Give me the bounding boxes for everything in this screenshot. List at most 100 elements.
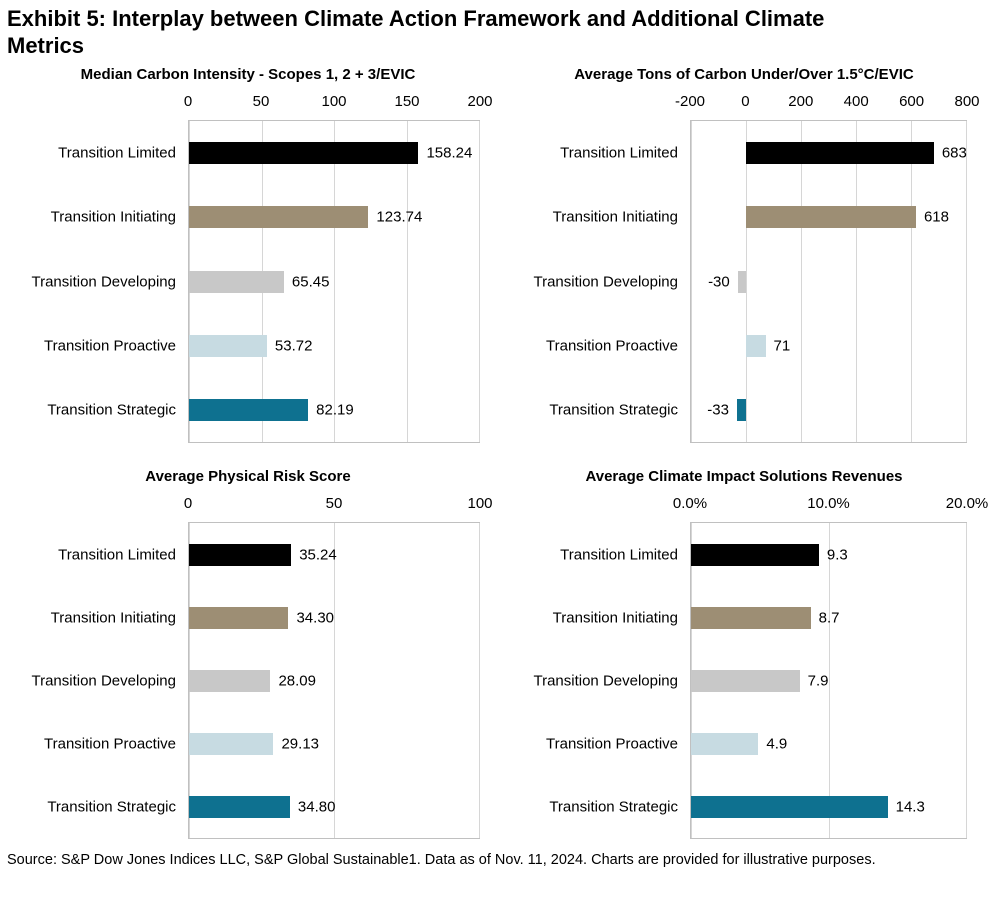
chart-physical-risk-score: Average Physical Risk Score 0 50 100 Trans…: [0, 467, 496, 840]
x-axis-tick-label: 150: [394, 93, 420, 111]
x-axis-tick-label: 0: [183, 495, 193, 513]
plot-column: -200 0 200 400 600 800 Transition Limited 683 T…: [533, 93, 980, 444]
chart-carbon-under-over-1-5c: Average Tons of Carbon Under/Over 1.5°C/…: [496, 65, 992, 444]
gridline: [334, 523, 335, 839]
gridline: [406, 121, 408, 443]
x-axis-ticks: 0.0% 10.0% 20.0%: [673, 495, 988, 514]
bar: [189, 334, 267, 357]
value-label: 71: [773, 337, 791, 355]
bar: [189, 795, 290, 818]
bar-row: Transition Initiating 8.7: [553, 586, 966, 649]
category-label: Transition Proactive: [546, 337, 678, 355]
chart-median-carbon-intensity: Median Carbon Intensity - Scopes 1, 2 + …: [0, 65, 496, 444]
x-axis-tick-label: 20.0%: [945, 495, 989, 513]
bar: [189, 669, 271, 692]
bar-row: Transition Proactive 29.13: [44, 712, 479, 775]
value-label: 34.80: [297, 798, 336, 816]
bar: [189, 543, 292, 566]
x-axis-ticks: -200 0 200 400 600 800: [675, 93, 980, 112]
category-label: Transition Developing: [533, 273, 678, 291]
x-axis-tick-label: -200: [674, 93, 706, 111]
bar-row: Transition Developing 28.09: [31, 649, 479, 712]
x-axis-tick-label: 200: [788, 93, 814, 111]
value-label: 9.3: [826, 546, 848, 564]
page-title: Exhibit 5: Interplay between Climate Act…: [7, 6, 825, 59]
bar-row: Transition Limited 683: [560, 121, 967, 185]
category-label: Transition Strategic: [549, 798, 678, 816]
bar-row: Transition Strategic 34.80: [47, 775, 479, 838]
gridline: [828, 523, 830, 839]
bar: [737, 270, 746, 293]
x-axis-ticks: 0 50 100: [184, 495, 493, 514]
bar-row: Transition Limited 35.24: [58, 523, 479, 586]
bar-row: Transition Proactive 71: [546, 314, 966, 378]
category-label: Transition Limited: [560, 144, 678, 162]
x-axis-tick-label: 0.0%: [672, 495, 708, 513]
category-label: Transition Proactive: [546, 735, 678, 753]
x-axis-tick-label: 100: [321, 93, 347, 111]
bar-row: Transition Strategic 14.3: [549, 775, 966, 838]
bar: [189, 142, 419, 165]
value-label: 4.9: [766, 735, 788, 753]
category-label: Transition Strategic: [47, 401, 176, 419]
chart-title: Average Physical Risk Score: [145, 468, 351, 486]
bar-row: Transition Developing 7.9: [533, 649, 966, 712]
bar-row: Transition Proactive 53.72: [44, 314, 479, 378]
bar: [189, 606, 289, 629]
bar-row: Transition Proactive 4.9: [546, 712, 966, 775]
gridline: [966, 121, 967, 443]
x-axis-tick-label: 200: [467, 93, 493, 111]
value-label: 158.24: [426, 144, 473, 162]
value-label: 683: [941, 144, 967, 162]
value-label: 28.09: [278, 672, 316, 690]
x-axis-tick-label: 100: [467, 495, 493, 513]
plot-area: Transition Limited 35.24 Transition Initia…: [31, 522, 480, 840]
gridline: [746, 121, 747, 443]
x-axis-tick-label: 600: [899, 93, 925, 111]
category-label: Transition Developing: [31, 273, 176, 291]
bar: [189, 732, 274, 755]
bar: [691, 732, 759, 755]
value-label: 8.7: [818, 609, 840, 627]
bar: [691, 795, 888, 818]
bar-row: Transition Strategic -33: [549, 378, 966, 442]
category-label: Transition Limited: [560, 546, 678, 564]
x-axis-tick-label: 50: [325, 495, 343, 513]
category-label: Transition Proactive: [44, 735, 176, 753]
category-label: Transition Proactive: [44, 337, 176, 355]
bar: [189, 398, 309, 421]
x-axis-ticks: 0 50 100 150 200: [184, 93, 493, 112]
bar: [189, 206, 369, 229]
bar-row: Transition Developing 65.45: [31, 249, 479, 313]
plot-column: 0 50 100 Transition Limited 35.24 Transition…: [31, 495, 493, 840]
gridline: [479, 121, 480, 443]
gridline: [479, 523, 480, 839]
value-label: -30: [708, 273, 730, 291]
category-label: Transition Strategic: [549, 401, 678, 419]
category-label: Transition Limited: [58, 144, 176, 162]
bar: [746, 142, 934, 165]
chart-title: Median Carbon Intensity - Scopes 1, 2 + …: [80, 66, 416, 84]
gridline: [966, 523, 967, 839]
value-label: -33: [707, 401, 729, 419]
bar: [746, 334, 766, 357]
bar: [691, 669, 800, 692]
value-label: 29.13: [281, 735, 320, 753]
chart-climate-impact-solutions-revenues: Average Climate Impact Solutions Revenue…: [496, 467, 992, 840]
x-axis-tick-label: 0: [183, 93, 193, 111]
bar: [691, 543, 819, 566]
category-label: Transition Strategic: [47, 798, 176, 816]
bar: [189, 270, 284, 293]
bar-row: Transition Strategic 82.19: [47, 378, 479, 442]
gridline: [334, 121, 335, 443]
plot-area: Transition Limited 9.3 Transition Initiati…: [533, 522, 967, 840]
x-axis-tick-label: 10.0%: [807, 495, 850, 513]
bar: [736, 398, 746, 421]
x-axis-tick-label: 0: [741, 93, 750, 111]
source-note: Source: S&P Dow Jones Indices LLC, S&P G…: [7, 852, 876, 869]
x-axis-tick-label: 400: [843, 93, 869, 111]
bar-row: Transition Initiating 34.30: [51, 586, 479, 649]
value-label: 35.24: [299, 546, 337, 564]
plot-column: 0 50 100 150 200 Transition Limited 158.24 Tra…: [31, 93, 493, 444]
